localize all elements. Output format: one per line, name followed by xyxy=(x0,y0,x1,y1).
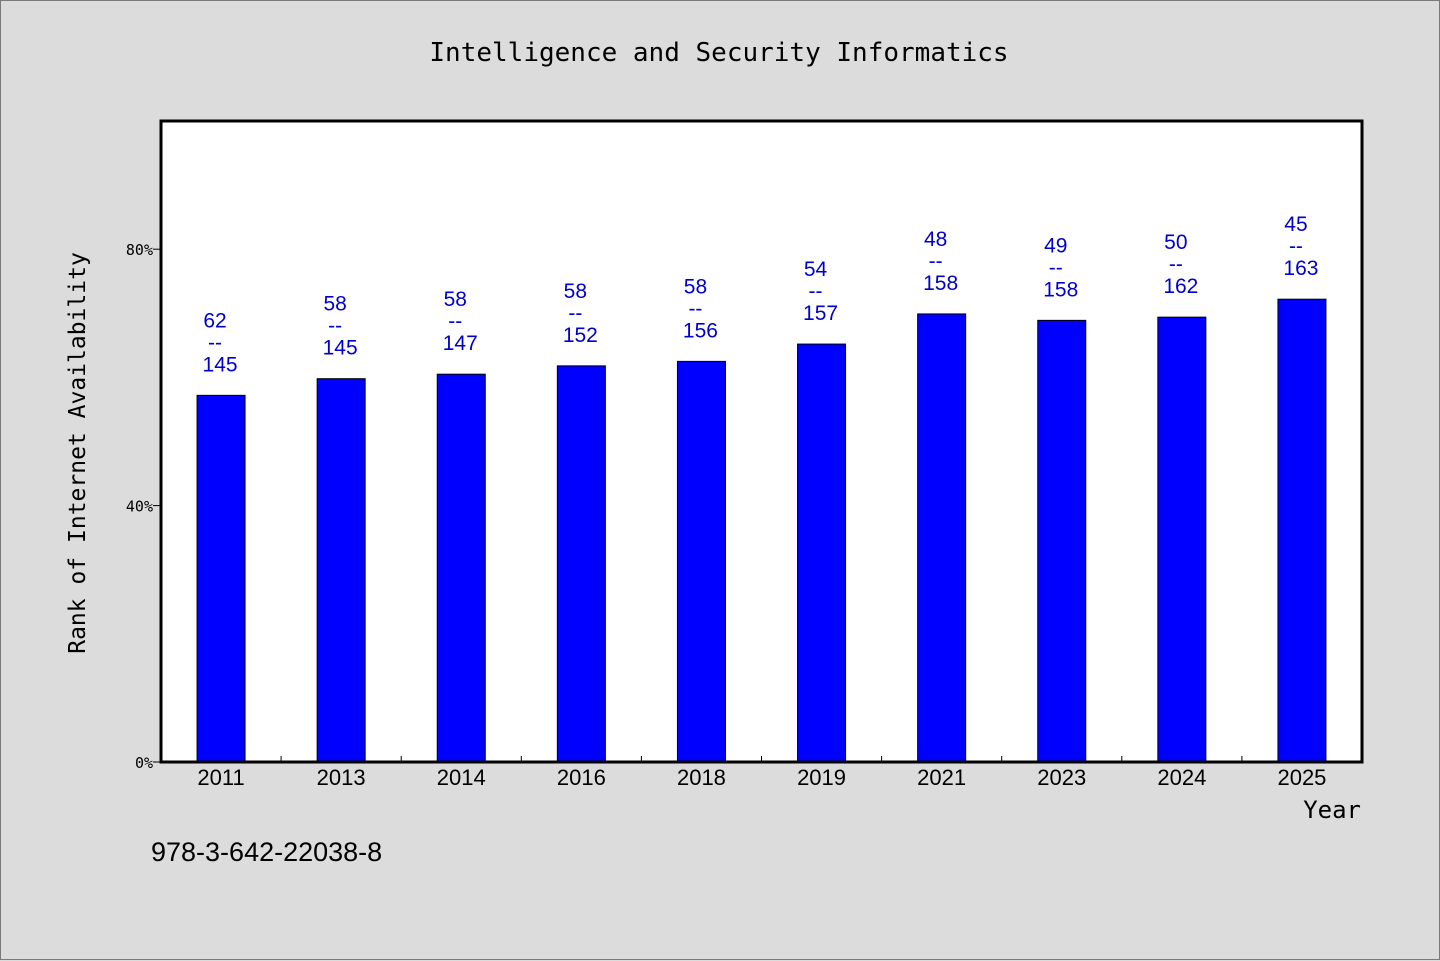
bar-2019 xyxy=(797,343,847,763)
x-tick-label: 2021 xyxy=(917,765,966,790)
data-label-bottom: 145 xyxy=(203,353,238,376)
x-tick-label: 2011 xyxy=(197,765,244,790)
data-label-bottom: 162 xyxy=(1163,275,1198,298)
data-label-bottom: 156 xyxy=(683,319,718,342)
data-label-top: 49 xyxy=(1044,234,1067,257)
bar-2013 xyxy=(316,378,366,763)
bar-2023 xyxy=(1037,319,1087,763)
data-label-separator: -- xyxy=(208,331,222,354)
data-label-separator: -- xyxy=(809,280,823,303)
data-label-top: 58 xyxy=(323,293,346,316)
x-tick-label: 2013 xyxy=(317,765,366,790)
data-label-separator: -- xyxy=(688,297,702,320)
x-tick-label: 2018 xyxy=(677,765,726,790)
data-label-bottom: 147 xyxy=(443,332,478,355)
x-tick-label: 2016 xyxy=(557,765,606,790)
data-label-separator: -- xyxy=(328,315,342,338)
data-label-top: 48 xyxy=(924,228,947,251)
bar-2021 xyxy=(917,313,967,763)
data-label-separator: -- xyxy=(1049,256,1063,279)
x-axis-label: Year xyxy=(1303,796,1361,824)
y-axis-ticks: 0% 40% 80% xyxy=(126,241,161,772)
x-tick-label: 2023 xyxy=(1037,765,1086,790)
bar-labels: 62--14558--14558--14758--15258--15654--1… xyxy=(203,213,1319,376)
isbn-text: 978-3-642-22038-8 xyxy=(151,837,383,867)
x-tick-label: 2014 xyxy=(437,765,486,790)
data-label-top: 50 xyxy=(1164,231,1187,254)
bar-2016 xyxy=(556,365,606,763)
bar-2014 xyxy=(436,373,486,763)
data-label-top: 54 xyxy=(804,258,828,281)
data-label-top: 58 xyxy=(444,288,467,311)
y-tick-label: 0% xyxy=(135,754,153,772)
data-label-top: 58 xyxy=(684,275,707,298)
x-tick-label: 2019 xyxy=(797,765,846,790)
data-label-separator: -- xyxy=(1169,253,1183,276)
data-label-separator: -- xyxy=(1289,235,1303,258)
data-label-bottom: 157 xyxy=(803,302,838,325)
data-label-top: 62 xyxy=(203,309,226,332)
data-label-separator: -- xyxy=(929,250,943,273)
bar-2018 xyxy=(676,360,726,763)
chart-title: Intelligence and Security Informatics xyxy=(429,38,1008,68)
x-tick-label: 2024 xyxy=(1157,765,1206,790)
bars xyxy=(196,298,1327,763)
plot-border xyxy=(159,119,1364,764)
data-label-bottom: 163 xyxy=(1283,257,1318,280)
data-label-bottom: 152 xyxy=(563,324,598,347)
bar-2025 xyxy=(1277,298,1327,763)
data-label-bottom: 158 xyxy=(923,272,958,295)
data-label-separator: -- xyxy=(568,302,582,325)
data-label-bottom: 145 xyxy=(323,337,358,360)
data-label-separator: -- xyxy=(448,310,462,333)
y-tick-label: 40% xyxy=(126,498,153,516)
x-axis-ticks: 2011 2013 2014 2016 2018 2019 2021 2023 2024 2025 xyxy=(197,756,1326,790)
bar-2011 xyxy=(196,394,246,763)
x-tick-label: 2025 xyxy=(1277,765,1326,790)
y-tick-label: 80% xyxy=(126,241,153,259)
bar-2024 xyxy=(1157,316,1207,763)
data-label-top: 45 xyxy=(1284,213,1307,236)
data-label-top: 58 xyxy=(564,280,587,303)
data-label-bottom: 158 xyxy=(1043,278,1078,301)
y-axis-label: Rank of Internet Availability xyxy=(65,252,91,654)
